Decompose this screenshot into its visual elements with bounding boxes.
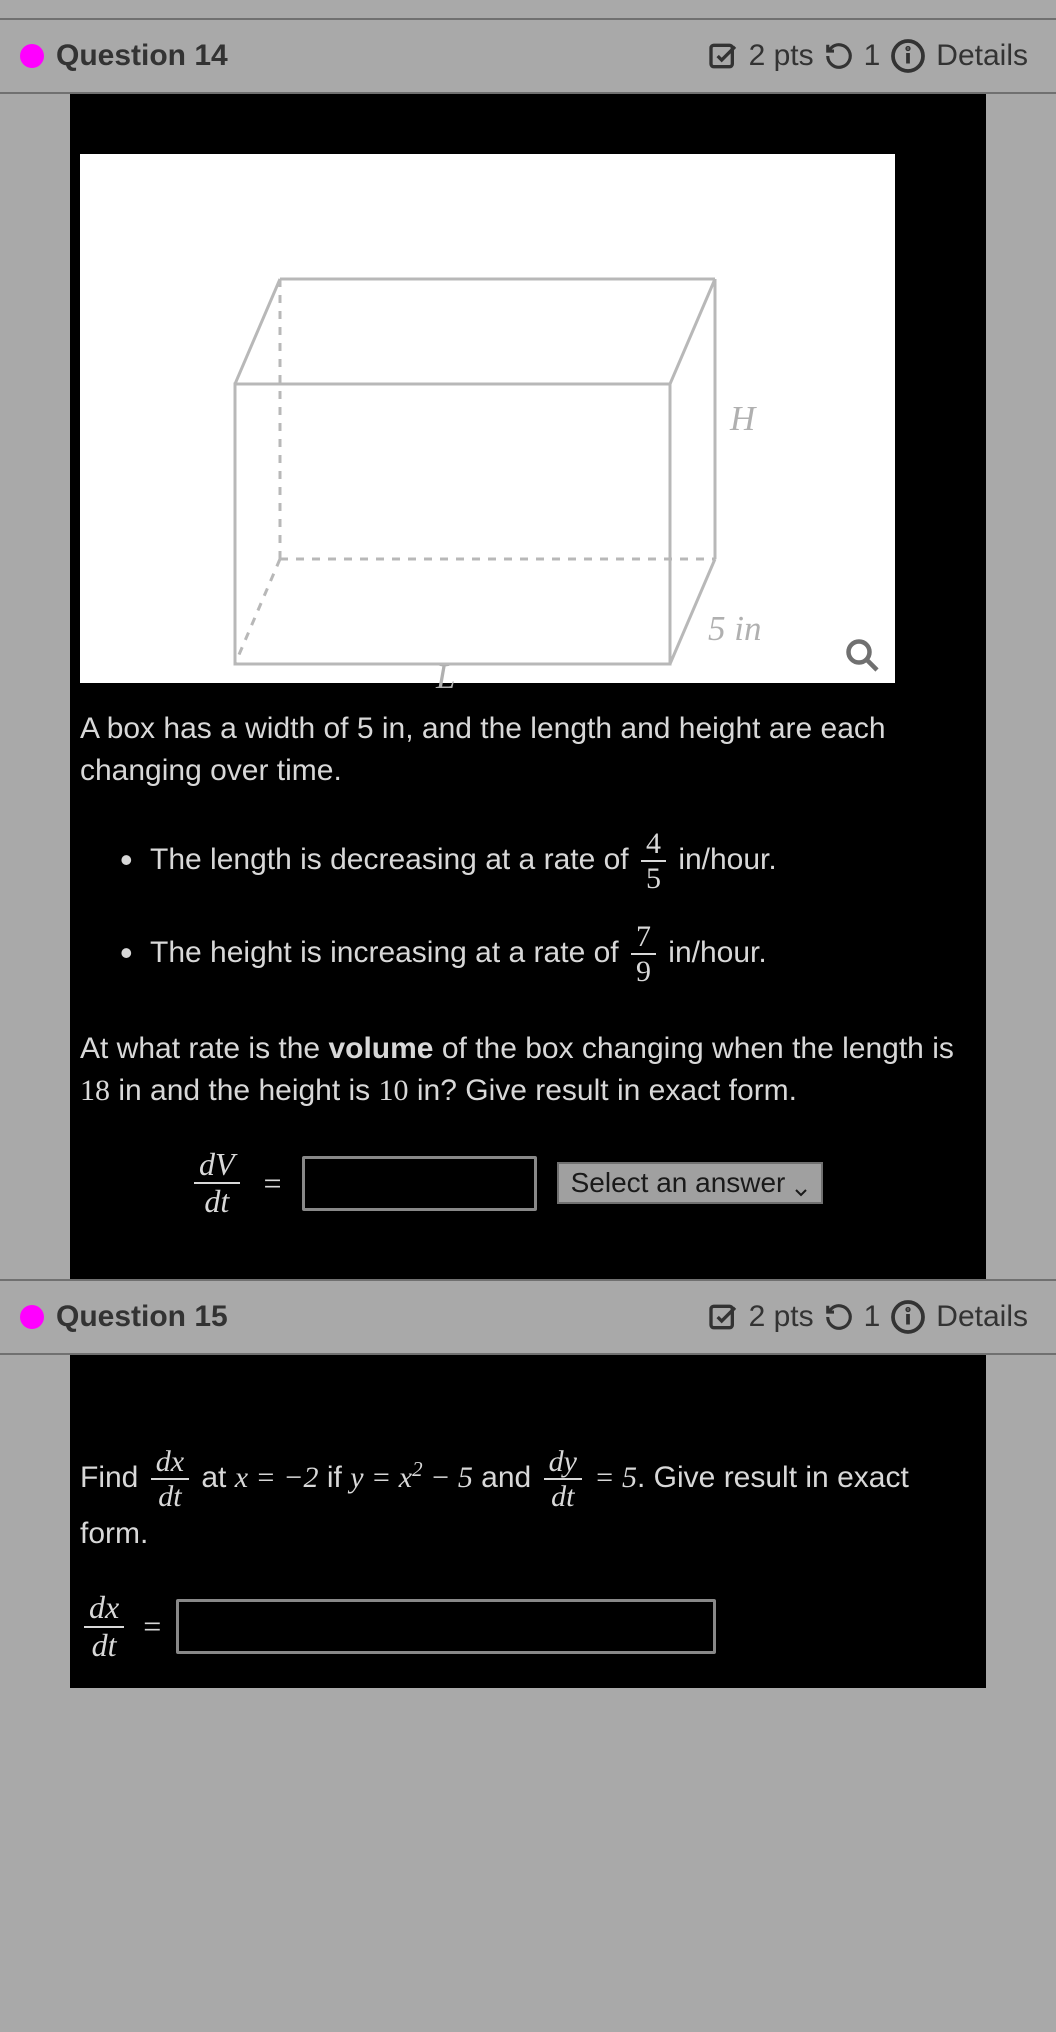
text: y = x — [350, 1461, 412, 1494]
math-value: 18 — [80, 1074, 110, 1107]
math-expr: x = −2 — [235, 1461, 319, 1494]
answer-row: dV dt = Select an answer — [80, 1147, 976, 1219]
equals-sign: = — [264, 1165, 282, 1202]
points-text: 2 pts — [749, 1300, 814, 1334]
header-right: 2 pts 1 Details — [707, 38, 1028, 74]
q14-prompt: At what rate is the volume of the box ch… — [80, 1028, 976, 1112]
denominator: dt — [153, 1480, 186, 1513]
status-dot-icon — [20, 44, 44, 68]
numerator: dx — [151, 1445, 189, 1480]
list-item: The length is decreasing at a rate of 4 … — [150, 827, 976, 895]
question-15-body: Find dx dt at x = −2 if y = x2 − 5 and d… — [70, 1390, 986, 1687]
fraction: 4 5 — [641, 827, 666, 895]
details-link[interactable]: Details — [936, 1300, 1028, 1334]
retry-icon[interactable] — [824, 1302, 854, 1332]
text: and — [473, 1461, 540, 1494]
diagram-label-width: 5 in — [708, 609, 761, 649]
bullet-text: The height is increasing at a rate of — [150, 936, 627, 969]
numerator: dV — [194, 1147, 240, 1184]
units-dropdown[interactable]: Select an answer — [557, 1162, 824, 1204]
dx-dt-fraction: dx dt — [84, 1590, 124, 1662]
page-wrapper: Question 14 2 pts 1 — [0, 0, 1056, 2032]
equals-sign: = — [143, 1608, 161, 1645]
numerator: dy — [544, 1445, 582, 1480]
text: Find — [80, 1461, 147, 1494]
numerator: 7 — [631, 920, 656, 955]
info-icon[interactable] — [890, 1299, 926, 1335]
text: At what rate is the — [80, 1032, 328, 1065]
question-15-header: Question 15 2 pts 1 — [0, 1279, 1056, 1355]
bullet-text: The length is decreasing at a rate of — [150, 843, 637, 876]
math-value: 10 — [379, 1074, 409, 1107]
q15-prompt: Find dx dt at x = −2 if y = x2 − 5 and d… — [80, 1445, 976, 1555]
denominator: dt — [199, 1184, 234, 1219]
question-title: Question 15 — [56, 1300, 228, 1334]
text: of the box changing when the length is — [433, 1032, 953, 1065]
math-expr: = 5 — [594, 1461, 637, 1494]
header-left: Question 14 — [20, 39, 228, 73]
check-icon — [707, 1301, 739, 1333]
numerator: 4 — [641, 827, 666, 862]
answer-input[interactable] — [176, 1599, 716, 1654]
denominator: 5 — [641, 862, 666, 895]
fraction: 7 9 — [631, 920, 656, 988]
exponent: 2 — [412, 1457, 423, 1481]
dV-dt-fraction: dV dt — [194, 1147, 240, 1219]
chevron-down-icon — [793, 1175, 809, 1191]
attempts-text: 1 — [864, 1300, 881, 1334]
question-14-header: Question 14 2 pts 1 — [0, 18, 1056, 94]
denominator: 9 — [631, 955, 656, 988]
points-text: 2 pts — [749, 39, 814, 73]
attempts-text: 1 — [864, 39, 881, 73]
dx-dt-fraction: dx dt — [151, 1445, 189, 1513]
diagram-label-H: H — [730, 399, 755, 439]
retry-icon[interactable] — [824, 41, 854, 71]
answer-input[interactable] — [302, 1156, 537, 1211]
dy-dt-fraction: dy dt — [544, 1445, 582, 1513]
diagram-label-L: L — [436, 657, 455, 697]
magnify-icon[interactable] — [844, 637, 880, 673]
status-dot-icon — [20, 1305, 44, 1329]
text-bold: volume — [328, 1032, 433, 1065]
numerator: dx — [84, 1590, 124, 1627]
header-left: Question 15 — [20, 1300, 228, 1334]
text: at — [201, 1461, 234, 1494]
box-diagram[interactable]: H 5 in L — [80, 154, 895, 683]
math-expr: y = x2 − 5 — [350, 1461, 473, 1494]
question-14-body: H 5 in L A box has a width of 5 in, and … — [70, 129, 986, 1244]
details-link[interactable]: Details — [936, 39, 1028, 73]
header-right: 2 pts 1 Details — [707, 1299, 1028, 1335]
bullet-text: in/hour. — [668, 936, 766, 969]
denominator: dt — [87, 1628, 122, 1663]
info-icon[interactable] — [890, 38, 926, 74]
denominator: dt — [546, 1480, 579, 1513]
list-item: The height is increasing at a rate of 7 … — [150, 920, 976, 988]
answer-row: dx dt = — [80, 1590, 976, 1662]
question-title: Question 14 — [56, 39, 228, 73]
bullet-text: in/hour. — [678, 843, 776, 876]
dropdown-label: Select an answer — [571, 1167, 786, 1199]
text: − 5 — [423, 1461, 473, 1494]
check-icon — [707, 40, 739, 72]
q14-intro: A box has a width of 5 in, and the lengt… — [80, 708, 976, 792]
text: in? Give result in exact form. — [409, 1074, 797, 1107]
text: if — [319, 1461, 351, 1494]
text: in and the height is — [110, 1074, 379, 1107]
q14-bullets: The length is decreasing at a rate of 4 … — [80, 827, 976, 988]
